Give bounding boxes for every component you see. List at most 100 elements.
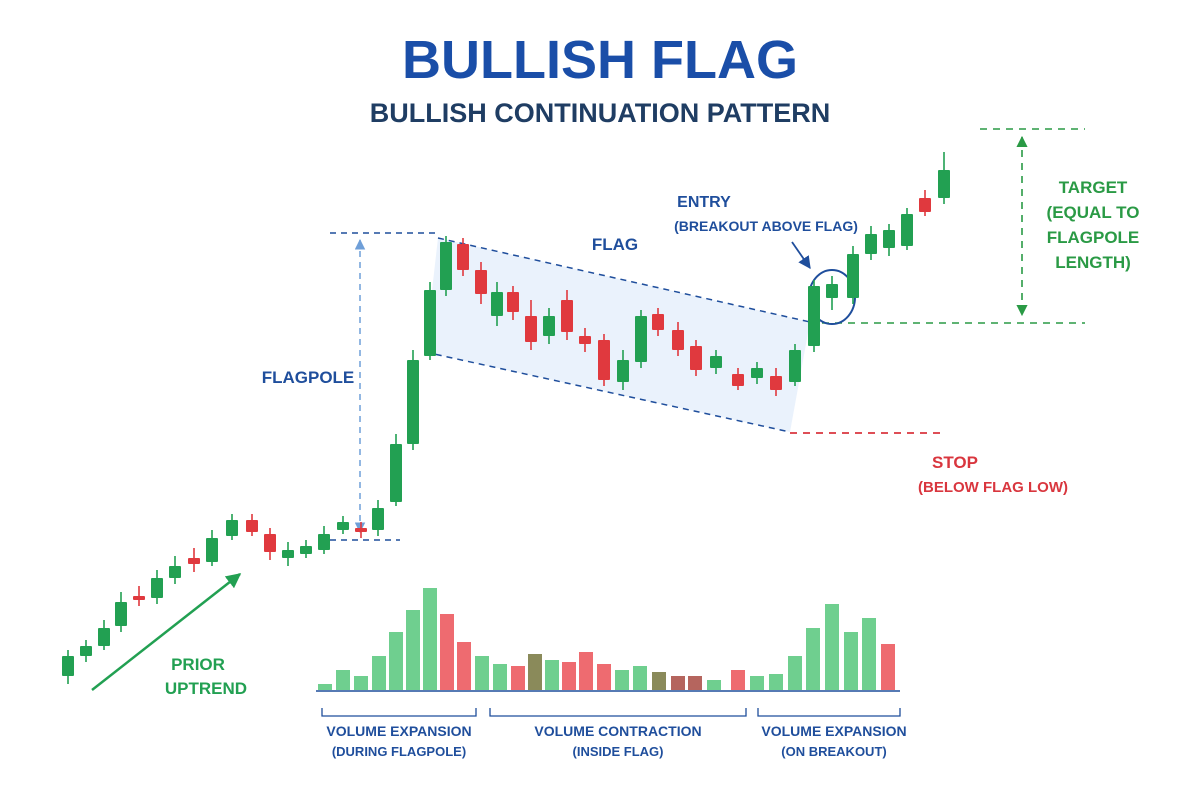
- candle-body: [789, 350, 801, 382]
- candle-body: [883, 230, 895, 248]
- candle-body: [300, 546, 312, 554]
- volume-bar: [423, 588, 437, 690]
- bracket-volume-breakout: [757, 708, 901, 717]
- diagram-title: BULLISH FLAG: [402, 30, 798, 90]
- candle-body: [865, 234, 877, 254]
- candle-body: [901, 214, 913, 246]
- candle-body: [337, 522, 349, 530]
- volume-bar: [562, 662, 576, 690]
- volume-bar: [579, 652, 593, 690]
- candle-body: [282, 550, 294, 558]
- diagram-subtitle: BULLISH CONTINUATION PATTERN: [370, 98, 830, 128]
- stop-label-1: STOP: [932, 453, 978, 472]
- volume-bar: [389, 632, 403, 690]
- prior-uptrend-arrow: [91, 573, 242, 691]
- volume-bar: [806, 628, 820, 690]
- candle-body: [652, 314, 664, 330]
- volume-bar: [633, 666, 647, 690]
- volume-bar: [372, 656, 386, 690]
- volume-bar: [881, 644, 895, 690]
- candle-body: [62, 656, 74, 676]
- candle-body: [732, 374, 744, 386]
- volume-bar: [707, 680, 721, 690]
- volume-bar: [493, 664, 507, 690]
- candle-body: [598, 340, 610, 380]
- candle-body: [507, 292, 519, 312]
- volume-bar: [475, 656, 489, 690]
- candle-body: [390, 444, 402, 502]
- candle-body: [826, 284, 838, 298]
- volume-bar: [336, 670, 350, 690]
- volume-bar: [652, 672, 666, 690]
- candle-body: [98, 628, 110, 646]
- volume-bar: [440, 614, 454, 690]
- candle-body: [169, 566, 181, 578]
- volume-bars: [318, 588, 895, 690]
- flag-label: FLAG: [592, 235, 638, 254]
- candle-body: [457, 244, 469, 270]
- candle-body: [424, 290, 436, 356]
- candle-body: [770, 376, 782, 390]
- volume-bar: [406, 610, 420, 690]
- bracket-volume-flagpole: [321, 708, 477, 717]
- volume-bar: [788, 656, 802, 690]
- candlesticks: [62, 152, 950, 684]
- volume-expansion-breakout-label-2: (ON BREAKOUT): [781, 744, 886, 759]
- candle-body: [318, 534, 330, 550]
- candle-body: [246, 520, 258, 532]
- volume-expansion-flagpole-label-1: VOLUME EXPANSION: [326, 723, 471, 739]
- volume-bar: [318, 684, 332, 690]
- candle-body: [543, 316, 555, 336]
- prior-uptrend-label-2: UPTREND: [165, 679, 247, 698]
- volume-bar: [862, 618, 876, 690]
- candle-body: [635, 316, 647, 362]
- candle-body: [206, 538, 218, 562]
- volume-bar: [615, 670, 629, 690]
- entry-arrow: [791, 241, 811, 270]
- candle-body: [475, 270, 487, 294]
- volume-contraction-label-2: (INSIDE FLAG): [573, 744, 664, 759]
- volume-bar: [731, 670, 745, 690]
- volume-contraction-label-1: VOLUME CONTRACTION: [534, 723, 701, 739]
- candle-body: [561, 300, 573, 332]
- volume-bar: [354, 676, 368, 690]
- candle-body: [264, 534, 276, 552]
- candle-body: [919, 198, 931, 212]
- candle-body: [710, 356, 722, 368]
- candle-body: [372, 508, 384, 530]
- volume-bar: [671, 676, 685, 690]
- candle-body: [525, 316, 537, 342]
- target-label-3: FLAGPOLE: [1047, 228, 1140, 247]
- candle-body: [808, 286, 820, 346]
- candle-body: [440, 242, 452, 290]
- target-label-4: LENGTH): [1055, 253, 1131, 272]
- candle-body: [188, 558, 200, 564]
- candle-body: [938, 170, 950, 198]
- candle-body: [491, 292, 503, 316]
- candle-body: [690, 346, 702, 370]
- candle-body: [751, 368, 763, 378]
- stop-label-2: (BELOW FLAG LOW): [918, 479, 1068, 496]
- volume-bar: [688, 676, 702, 690]
- candle-body: [355, 528, 367, 532]
- candle-body: [617, 360, 629, 382]
- volume-expansion-breakout-label-1: VOLUME EXPANSION: [761, 723, 906, 739]
- entry-label-2: (BREAKOUT ABOVE FLAG): [674, 218, 858, 234]
- candle-body: [133, 596, 145, 600]
- candle-body: [407, 360, 419, 444]
- candle-body: [579, 336, 591, 344]
- volume-expansion-flagpole-label-2: (DURING FLAGPOLE): [332, 744, 466, 759]
- volume-bar: [511, 666, 525, 690]
- flag-lower-line: [424, 351, 791, 433]
- flag-channel-fill: [425, 238, 810, 432]
- volume-bar: [545, 660, 559, 690]
- volume-bar: [825, 604, 839, 690]
- volume-bar: [528, 654, 542, 690]
- volume-bar: [844, 632, 858, 690]
- candle-body: [80, 646, 92, 656]
- candle-body: [226, 520, 238, 536]
- target-label-2: (EQUAL TO: [1047, 203, 1140, 222]
- candle-body: [672, 330, 684, 350]
- candle-body: [151, 578, 163, 598]
